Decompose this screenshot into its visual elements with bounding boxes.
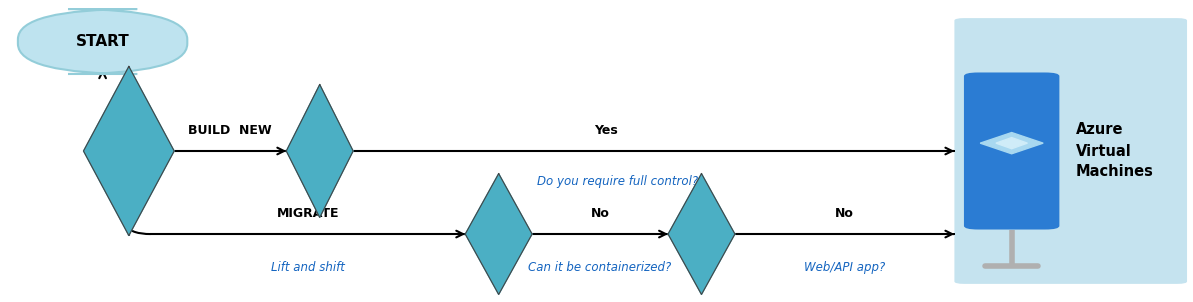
- Text: Can it be containerized?: Can it be containerized?: [528, 261, 672, 274]
- Polygon shape: [668, 174, 735, 294]
- Text: BUILD  NEW: BUILD NEW: [188, 124, 272, 137]
- Text: No: No: [835, 207, 854, 220]
- Polygon shape: [996, 138, 1027, 149]
- Polygon shape: [84, 66, 174, 236]
- Text: Lift and shift: Lift and shift: [271, 261, 345, 274]
- Text: MIGRATE: MIGRATE: [277, 207, 339, 220]
- Polygon shape: [981, 133, 1043, 154]
- FancyBboxPatch shape: [18, 9, 187, 74]
- Text: Do you require full control?: Do you require full control?: [537, 175, 699, 188]
- FancyBboxPatch shape: [964, 72, 1059, 230]
- Text: Yes: Yes: [594, 124, 618, 137]
- Text: Azure
Virtual
Machines: Azure Virtual Machines: [1076, 123, 1154, 179]
- Polygon shape: [286, 85, 353, 217]
- Text: Web/API app?: Web/API app?: [804, 261, 885, 274]
- Text: No: No: [591, 207, 610, 220]
- FancyBboxPatch shape: [954, 18, 1187, 284]
- Text: START: START: [75, 34, 130, 49]
- Polygon shape: [465, 174, 532, 294]
